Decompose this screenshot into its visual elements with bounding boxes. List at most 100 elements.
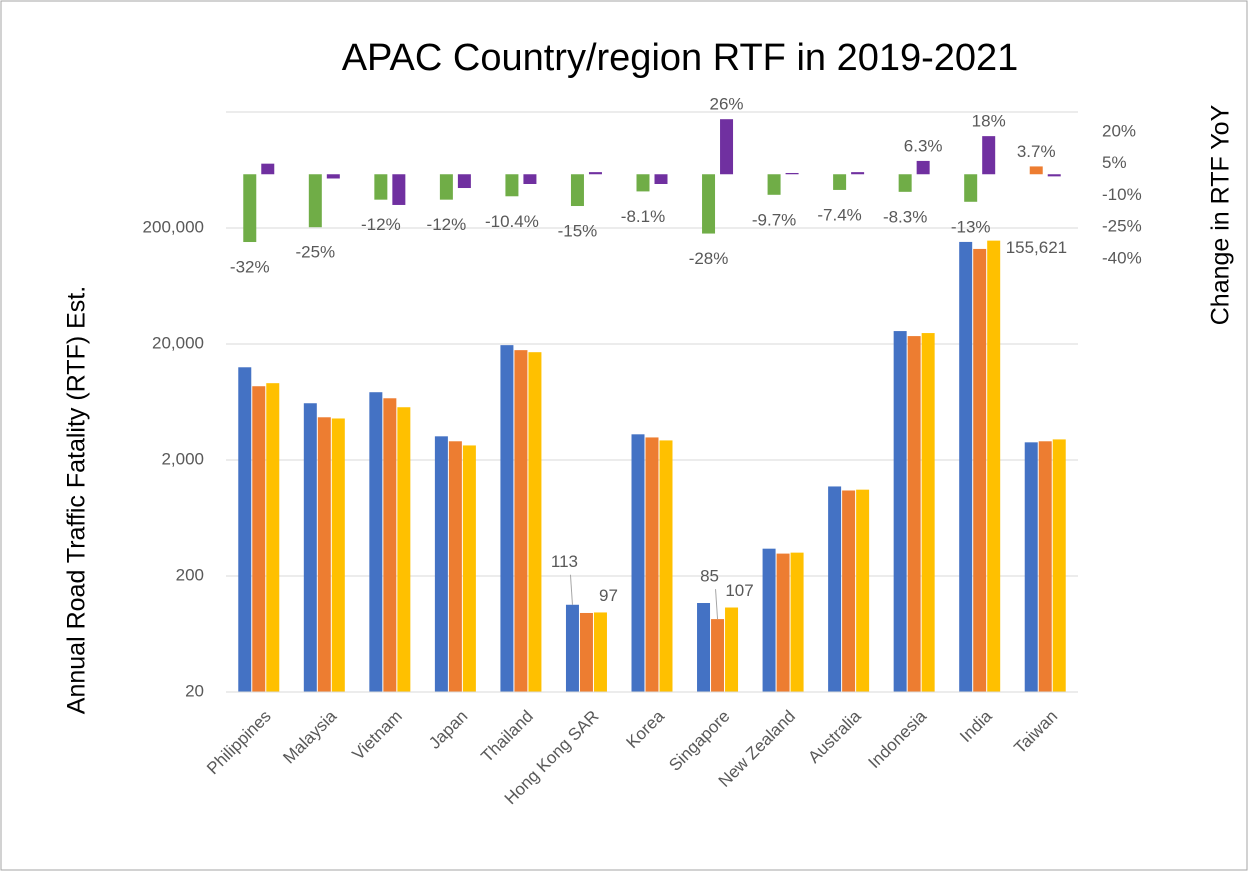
change-bar <box>439 174 453 200</box>
leader-line <box>715 589 719 620</box>
x-tick-label: Malaysia <box>279 706 340 767</box>
change-label: -7.4% <box>817 205 861 224</box>
change-bar <box>785 172 799 175</box>
bar <box>1024 442 1038 692</box>
change-label: -8.1% <box>621 207 665 226</box>
change-bar <box>982 136 996 175</box>
value-label: 113 <box>551 552 578 571</box>
bar <box>434 436 448 692</box>
value-label: 155,621 <box>1006 238 1067 257</box>
change-bar <box>374 174 388 200</box>
change-label: -15% <box>558 222 598 241</box>
value-label: 107 <box>725 581 753 600</box>
bar <box>500 345 514 692</box>
change-bar <box>505 174 519 197</box>
change-label: 26% <box>710 95 744 114</box>
y-tick-label: 2,000 <box>161 449 204 468</box>
bar <box>973 248 987 692</box>
bar <box>776 553 790 692</box>
change-bar <box>570 174 584 207</box>
bar <box>842 490 856 692</box>
bar <box>317 417 331 692</box>
bar <box>1052 439 1066 692</box>
bar <box>528 352 542 692</box>
bar <box>448 441 462 692</box>
bar <box>514 350 528 692</box>
x-tick-label: Singapore <box>665 707 733 775</box>
x-tick-label: Taiwan <box>1010 707 1061 758</box>
bar <box>331 418 345 692</box>
change-label: -25% <box>295 243 335 262</box>
change-bar <box>916 160 930 175</box>
bar <box>921 333 935 692</box>
x-tick-label: Thailand <box>477 707 537 767</box>
bar <box>383 398 397 692</box>
value-label: 97 <box>599 586 618 605</box>
bar <box>238 367 252 692</box>
change-bar <box>457 174 471 189</box>
bar <box>565 604 579 692</box>
bar <box>893 331 907 692</box>
change-bar <box>833 174 847 190</box>
y-tick-label: 200 <box>176 565 204 584</box>
bar <box>369 392 383 692</box>
bar <box>579 612 593 692</box>
change-label: -32% <box>230 258 270 277</box>
change-label: 6.3% <box>904 136 943 155</box>
change-bar <box>261 163 275 175</box>
y2-tick-label: 5% <box>1102 153 1127 172</box>
y2-tick-label: -25% <box>1102 217 1142 236</box>
change-bar <box>636 174 650 192</box>
x-tick-label: Japan <box>425 707 471 753</box>
change-label: -28% <box>689 249 729 268</box>
leader-line <box>569 574 573 605</box>
bar <box>266 383 280 692</box>
bar <box>697 603 711 692</box>
bar <box>856 489 870 692</box>
bar <box>631 434 645 692</box>
change-label: -12% <box>361 215 401 234</box>
x-tick-label: Australia <box>804 706 865 767</box>
change-bar <box>326 174 340 179</box>
y2-axis-title: Change in RTF YoY <box>1207 104 1235 325</box>
change-label: 3.7% <box>1017 142 1056 161</box>
change-bar <box>767 174 781 195</box>
change-bar <box>654 174 668 184</box>
change-bar <box>308 174 322 228</box>
bar <box>593 612 607 692</box>
change-label: -10.4% <box>485 212 539 231</box>
bar <box>711 619 725 692</box>
y-axis-title: Annual Road Traffic Fatality (RTF) Est. <box>63 286 91 714</box>
y2-tick-label: 20% <box>1102 121 1136 140</box>
bar <box>725 607 739 692</box>
bar <box>462 445 476 692</box>
change-bar <box>964 174 978 202</box>
change-label: -9.7% <box>752 210 796 229</box>
x-tick-label: India <box>956 706 996 746</box>
change-bar <box>702 174 716 234</box>
change-bar <box>1047 174 1061 177</box>
y2-tick-label: -40% <box>1102 248 1142 267</box>
change-label: -8.3% <box>883 207 927 226</box>
change-bar <box>243 174 257 243</box>
bar <box>659 440 673 692</box>
change-bar <box>523 174 537 184</box>
bar <box>645 437 659 692</box>
y2-tick-label: -10% <box>1102 185 1142 204</box>
bar <box>790 552 804 692</box>
bar <box>303 403 317 692</box>
y-tick-label: 20 <box>185 681 204 700</box>
bar <box>828 486 842 692</box>
y-tick-label: 200,000 <box>143 217 204 236</box>
change-label: -12% <box>427 215 467 234</box>
change-bar <box>898 174 912 192</box>
x-tick-label: Philippines <box>203 707 275 779</box>
change-label: -13% <box>951 217 991 236</box>
value-label: 85 <box>700 567 719 586</box>
bar <box>252 386 266 692</box>
change-label: 18% <box>972 112 1006 131</box>
x-tick-label: Indonesia <box>865 706 931 772</box>
change-bar <box>588 172 602 175</box>
bar <box>762 548 776 692</box>
